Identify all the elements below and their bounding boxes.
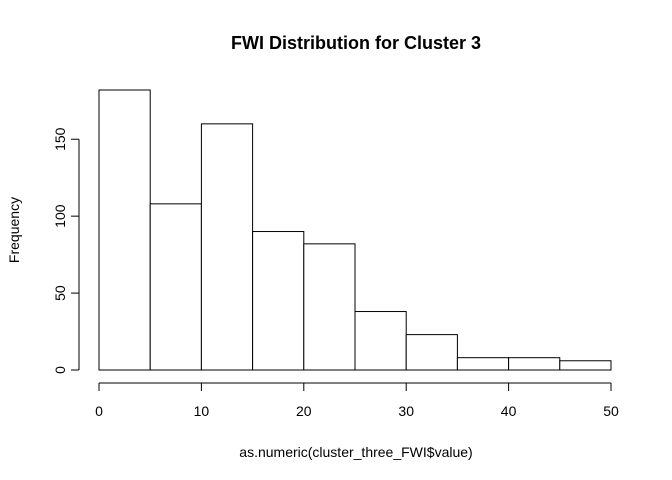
x-tick-label: 10 (194, 403, 210, 419)
histogram-bar-20-25 (303, 243, 356, 371)
y-axis: 0 50 100 150 (52, 127, 80, 374)
histogram-bar-40-45 (508, 357, 561, 371)
histogram-bar-35-40 (456, 357, 510, 371)
y-tick-label: 100 (52, 204, 68, 228)
x-tick-label: 20 (296, 403, 312, 419)
x-tick-label: 0 (95, 403, 103, 419)
bars-group (98, 89, 612, 371)
chart-title: FWI Distribution for Cluster 3 (231, 33, 481, 53)
y-tick-label: 0 (52, 366, 68, 374)
x-axis: 0 10 20 30 40 50 (95, 382, 619, 419)
histogram-bar-45-50 (559, 360, 612, 371)
y-tick-label: 50 (52, 285, 68, 301)
histogram-bar-5-10 (149, 203, 202, 371)
histogram-bar-25-30 (354, 311, 407, 371)
histogram-bar-10-15 (200, 123, 254, 371)
histogram-bar-15-20 (252, 231, 305, 371)
y-tick-label: 150 (52, 127, 68, 151)
histogram-bar-0-5 (98, 89, 151, 371)
x-tick-label: 50 (603, 403, 619, 419)
y-axis-label: Frequency (6, 197, 22, 263)
x-axis-label: as.numeric(cluster_three_FWI$value) (239, 444, 472, 460)
x-tick-label: 30 (398, 403, 414, 419)
x-tick-label: 40 (501, 403, 517, 419)
histogram-bar-30-35 (405, 334, 458, 371)
